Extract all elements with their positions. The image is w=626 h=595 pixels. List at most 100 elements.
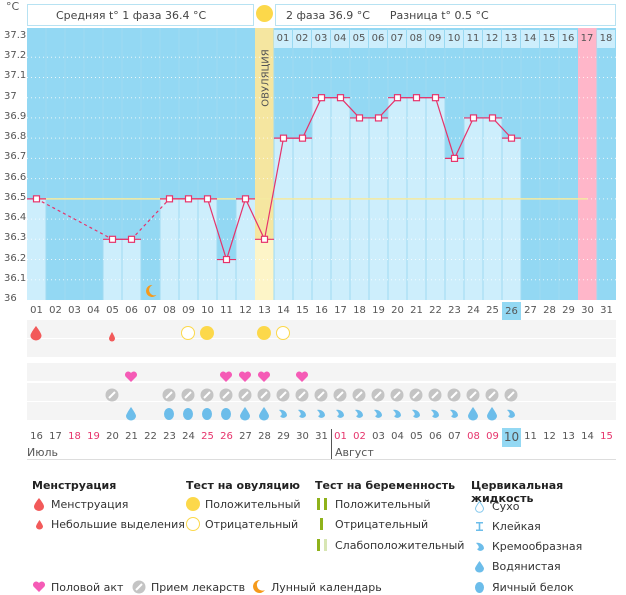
calendar-date[interactable]: 25 — [201, 431, 214, 442]
calendar-date[interactable]: 01 — [334, 431, 347, 442]
ovulation-negative-icon[interactable] — [276, 326, 290, 340]
x-tick-label[interactable]: 18 — [353, 305, 366, 316]
x-tick-label[interactable]: 21 — [410, 305, 423, 316]
ovulation-positive-icon[interactable] — [200, 326, 214, 340]
medication-icon[interactable] — [466, 387, 480, 406]
fluid-creamy-icon[interactable] — [504, 406, 518, 425]
fluid-watery-icon[interactable] — [485, 406, 499, 425]
x-tick-label[interactable]: 29 — [562, 305, 575, 316]
x-tick-label[interactable]: 20 — [391, 305, 404, 316]
medication-icon[interactable] — [428, 387, 442, 406]
medication-icon[interactable] — [352, 387, 366, 406]
medication-icon[interactable] — [181, 387, 195, 406]
x-tick-label[interactable]: 12 — [239, 305, 252, 316]
x-tick-label[interactable]: 09 — [182, 305, 195, 316]
calendar-date[interactable]: 16 — [30, 431, 43, 442]
medication-icon[interactable] — [162, 387, 176, 406]
x-tick-label[interactable]: 06 — [125, 305, 138, 316]
medication-icon[interactable] — [105, 387, 119, 406]
calendar-date[interactable]: 12 — [543, 431, 556, 442]
x-tick-label[interactable]: 28 — [543, 305, 556, 316]
fluid-creamy-icon[interactable] — [409, 406, 423, 425]
calendar-date[interactable]: 21 — [125, 431, 138, 442]
x-tick-label[interactable]: 16 — [315, 305, 328, 316]
fluid-creamy-icon[interactable] — [314, 406, 328, 425]
x-tick-label[interactable]: 13 — [258, 305, 271, 316]
calendar-date[interactable]: 19 — [87, 431, 100, 442]
fluid-creamy-icon[interactable] — [333, 406, 347, 425]
temperature-chart[interactable]: ОВУЛЯЦИЯ — [27, 28, 616, 300]
calendar-date[interactable]: 13 — [562, 431, 575, 442]
x-tick-label[interactable]: 11 — [220, 305, 233, 316]
intercourse-icon[interactable] — [238, 368, 252, 387]
medication-icon[interactable] — [295, 387, 309, 406]
intercourse-icon[interactable] — [124, 368, 138, 387]
x-tick-label[interactable]: 25 — [486, 305, 499, 316]
medication-icon[interactable] — [200, 387, 214, 406]
calendar-date[interactable]: 03 — [372, 431, 385, 442]
intercourse-icon[interactable] — [295, 368, 309, 387]
calendar-date[interactable]: 11 — [524, 431, 537, 442]
calendar-date[interactable]: 09 — [486, 431, 499, 442]
ovulation-positive-icon[interactable] — [257, 326, 271, 340]
x-tick-label[interactable]: 22 — [429, 305, 442, 316]
x-tick-label[interactable]: 14 — [277, 305, 290, 316]
x-tick-label[interactable]: 07 — [144, 305, 157, 316]
calendar-date[interactable]: 26 — [220, 431, 233, 442]
medication-icon[interactable] — [504, 387, 518, 406]
x-tick-label[interactable]: 31 — [600, 305, 613, 316]
x-tick-label[interactable]: 08 — [163, 305, 176, 316]
calendar-date[interactable]: 05 — [410, 431, 423, 442]
fluid-watery-icon[interactable] — [238, 406, 252, 425]
x-tick-label[interactable]: 15 — [296, 305, 309, 316]
x-tick-label[interactable]: 30 — [581, 305, 594, 316]
x-tick-label[interactable]: 01 — [30, 305, 43, 316]
calendar-date[interactable]: 29 — [277, 431, 290, 442]
calendar-date[interactable]: 31 — [315, 431, 328, 442]
fluid-watery-icon[interactable] — [124, 406, 138, 425]
medication-icon[interactable] — [314, 387, 328, 406]
calendar-date[interactable]: 06 — [429, 431, 442, 442]
fluid-watery-icon[interactable] — [257, 406, 271, 425]
fluid-egg-icon[interactable] — [181, 406, 195, 425]
fluid-egg-icon[interactable] — [200, 406, 214, 425]
fluid-egg-icon[interactable] — [162, 406, 176, 425]
calendar-date[interactable]: 10 — [502, 428, 521, 447]
fluid-creamy-icon[interactable] — [390, 406, 404, 425]
intercourse-icon[interactable] — [257, 368, 271, 387]
medication-icon[interactable] — [390, 387, 404, 406]
spotting-icon[interactable] — [105, 328, 119, 347]
fluid-creamy-icon[interactable] — [447, 406, 461, 425]
x-tick-label[interactable]: 24 — [467, 305, 480, 316]
intercourse-icon[interactable] — [219, 368, 233, 387]
medication-icon[interactable] — [333, 387, 347, 406]
ovulation-negative-icon[interactable] — [181, 326, 195, 340]
calendar-date[interactable]: 14 — [581, 431, 594, 442]
medication-icon[interactable] — [219, 387, 233, 406]
fluid-creamy-icon[interactable] — [371, 406, 385, 425]
calendar-date[interactable]: 17 — [49, 431, 62, 442]
calendar-date[interactable]: 04 — [391, 431, 404, 442]
medication-icon[interactable] — [238, 387, 252, 406]
x-tick-label[interactable]: 05 — [106, 305, 119, 316]
medication-icon[interactable] — [257, 387, 271, 406]
x-tick-label[interactable]: 02 — [49, 305, 62, 316]
x-tick-label[interactable]: 19 — [372, 305, 385, 316]
x-tick-label[interactable]: 23 — [448, 305, 461, 316]
medication-icon[interactable] — [485, 387, 499, 406]
medication-icon[interactable] — [447, 387, 461, 406]
menstruation-icon[interactable] — [29, 325, 43, 345]
calendar-date[interactable]: 07 — [448, 431, 461, 442]
calendar-date[interactable]: 30 — [296, 431, 309, 442]
fluid-egg-icon[interactable] — [219, 406, 233, 425]
medication-icon[interactable] — [371, 387, 385, 406]
x-tick-label[interactable]: 17 — [334, 305, 347, 316]
calendar-date[interactable]: 27 — [239, 431, 252, 442]
calendar-date[interactable]: 20 — [106, 431, 119, 442]
x-tick-label[interactable]: 27 — [524, 305, 537, 316]
x-tick-label[interactable]: 03 — [68, 305, 81, 316]
fluid-creamy-icon[interactable] — [352, 406, 366, 425]
fluid-creamy-icon[interactable] — [428, 406, 442, 425]
x-tick-label[interactable]: 10 — [201, 305, 214, 316]
fluid-creamy-icon[interactable] — [295, 406, 309, 425]
